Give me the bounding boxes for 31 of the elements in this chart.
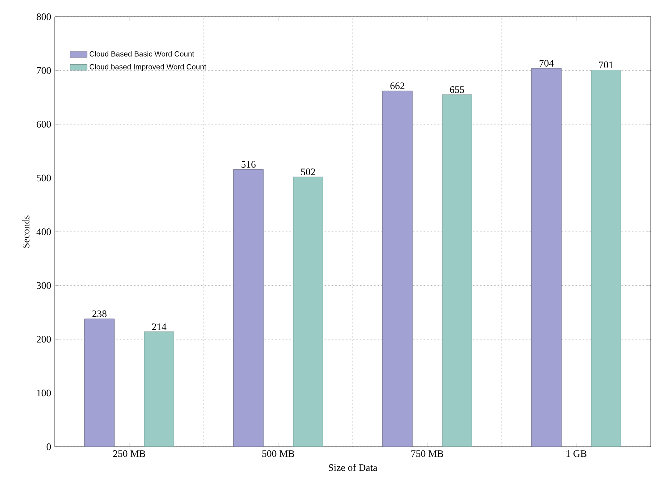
data-label: 502 — [301, 168, 316, 176]
data-label: 704 — [540, 60, 554, 67]
bar — [234, 169, 264, 447]
y-axis-title: Seconds — [22, 216, 30, 248]
x-tick-label: 500 MB — [262, 450, 294, 458]
bar — [591, 70, 622, 447]
bar — [442, 94, 472, 447]
bar — [382, 90, 413, 447]
y-tick-label: 0 — [46, 444, 52, 450]
bar — [532, 68, 562, 447]
x-tick-label: 1 GB — [566, 450, 587, 458]
y-tick-label: 300 — [37, 282, 52, 290]
bar — [144, 332, 174, 447]
y-tick-label: 800 — [36, 14, 52, 20]
data-label: 238 — [92, 310, 107, 318]
bar — [84, 318, 115, 447]
data-label: 701 — [599, 62, 614, 69]
data-label: 214 — [152, 324, 167, 330]
x-tick-label: 750 MB — [412, 450, 444, 458]
y-tick-label: 400 — [36, 228, 52, 236]
y-tick-label: 700 — [37, 67, 52, 74]
y-tick-label: 500 — [37, 174, 52, 182]
data-label: 662 — [390, 82, 405, 90]
bar — [293, 176, 324, 447]
y-tick-label: 200 — [36, 336, 52, 343]
data-label: 655 — [450, 86, 464, 94]
data-label: 516 — [242, 161, 256, 168]
y-tick-label: 600 — [36, 121, 52, 128]
x-tick-label: 250 MB — [113, 450, 146, 458]
y-tick-label: 100 — [37, 390, 52, 397]
x-axis-title: Size of Data — [329, 464, 378, 472]
